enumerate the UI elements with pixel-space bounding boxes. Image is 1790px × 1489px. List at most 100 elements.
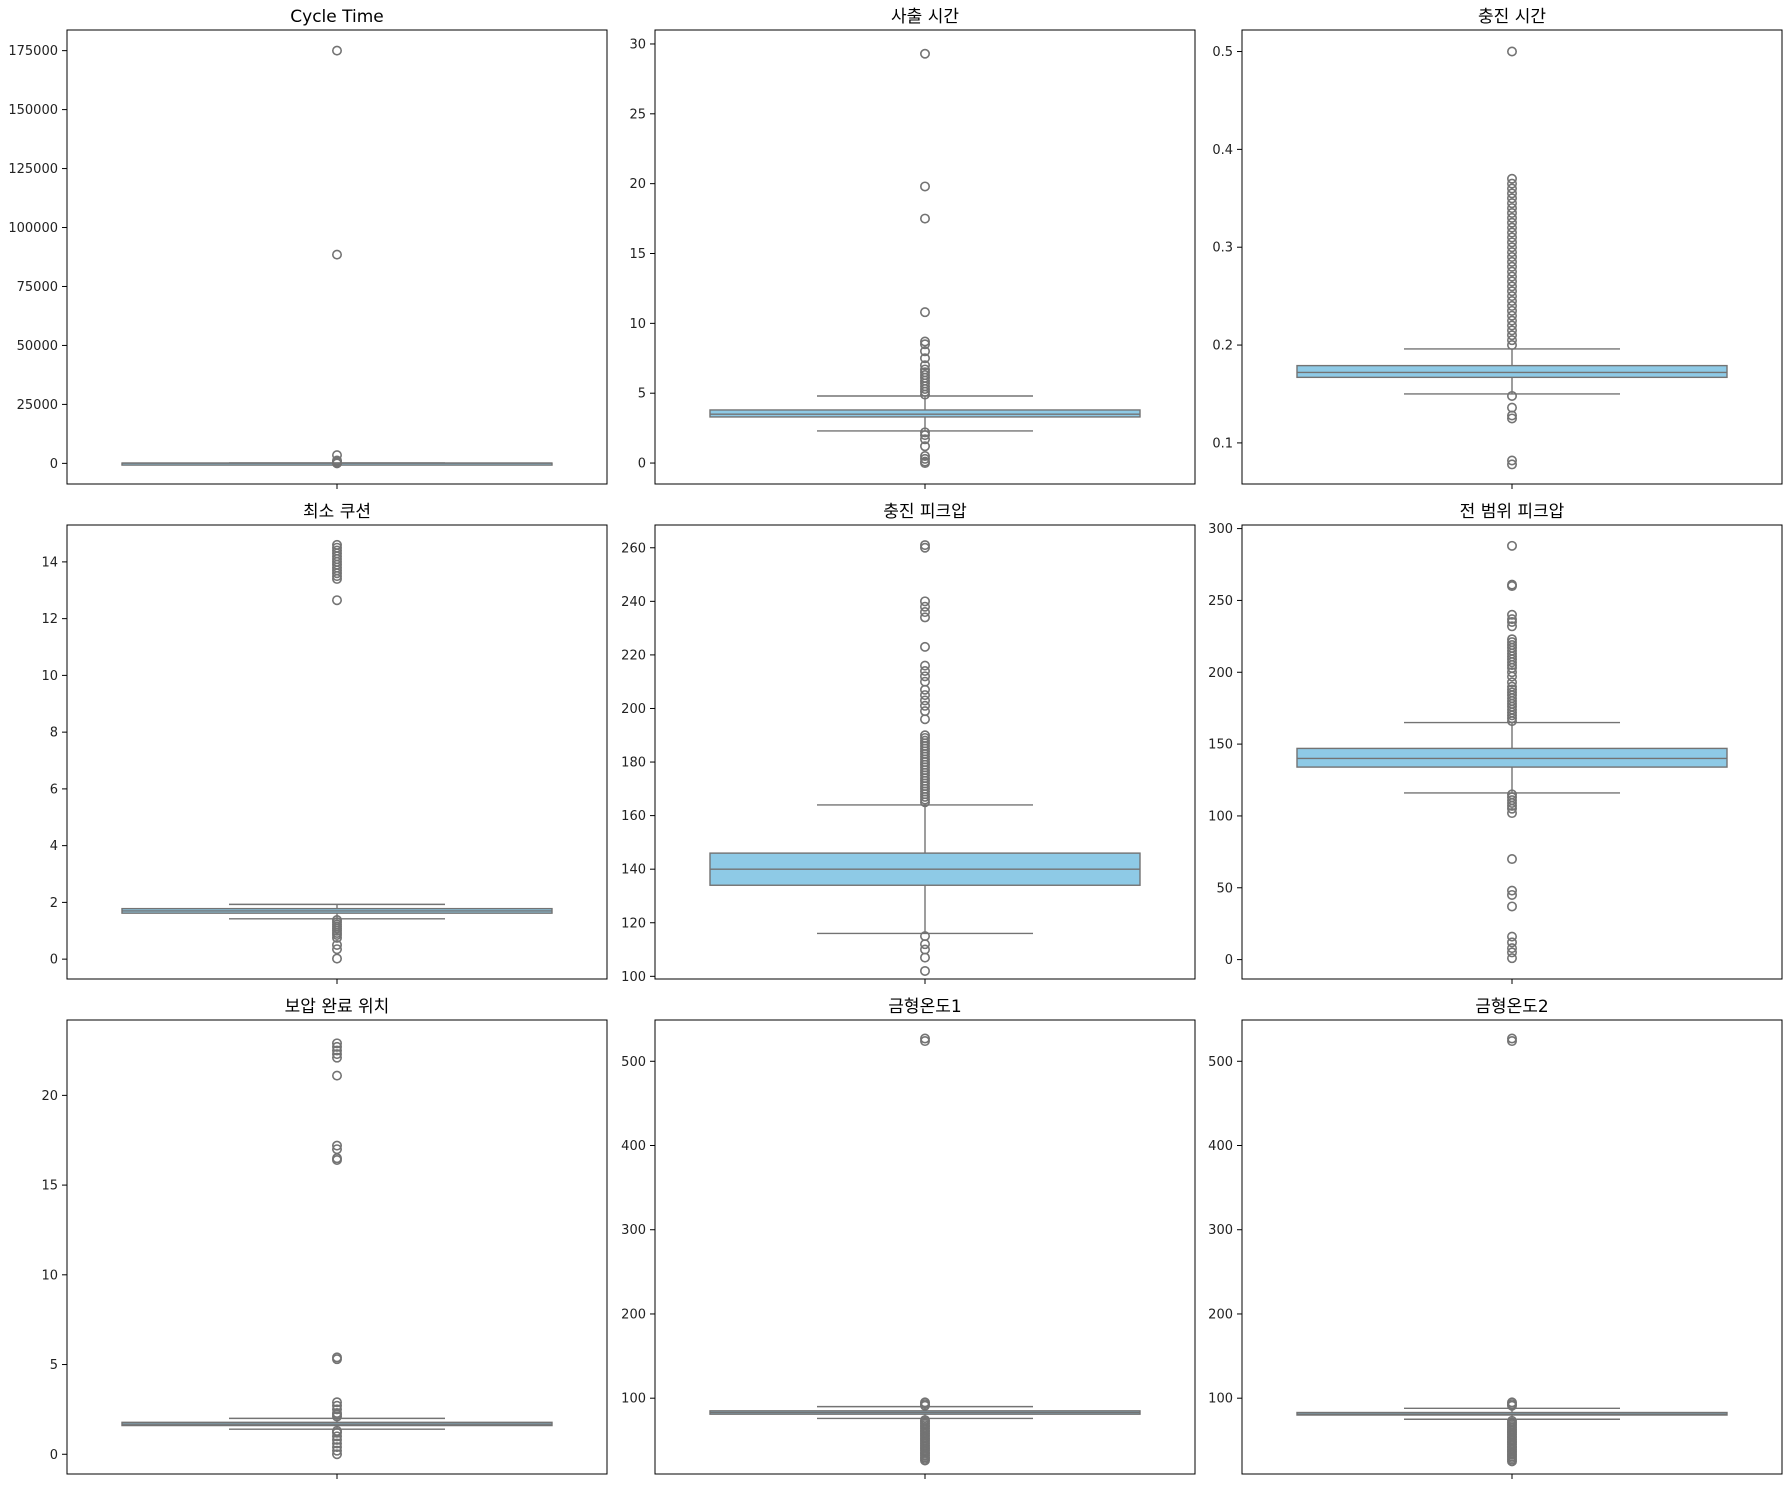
y-tick-label: 220 [621, 648, 646, 663]
outlier-point [919, 1400, 930, 1411]
y-tick-label: 150 [1208, 738, 1233, 753]
outlier-point [331, 1038, 342, 1049]
outlier-point [1507, 193, 1518, 204]
outlier-point [1507, 320, 1518, 331]
outlier-point [1507, 203, 1518, 214]
outlier-point [331, 573, 342, 584]
y-tick-label: 300 [1208, 522, 1233, 537]
outlier-point [919, 939, 930, 950]
outlier-point [331, 1052, 342, 1063]
panel-title: 금형온도2 [1475, 997, 1548, 1017]
outlier-point [331, 1442, 342, 1453]
y-tick-label: 4 [50, 839, 58, 854]
y-tick-label: 75000 [17, 280, 58, 295]
outlier-point [919, 336, 930, 347]
outlier-point [331, 1354, 342, 1365]
outlier-point [1507, 252, 1518, 263]
outlier-point [1507, 1456, 1518, 1467]
outlier-point [1507, 885, 1518, 896]
outlier-point [1507, 242, 1518, 253]
outlier-point [1507, 281, 1518, 292]
outlier-point [1507, 581, 1518, 592]
outlier-point [331, 1438, 342, 1449]
panel-title: 전 범위 피크압 [1460, 502, 1565, 522]
y-tick-label: 250 [1208, 594, 1233, 609]
y-tick-label: 0 [50, 457, 58, 472]
y-tick-label: 100 [1208, 1392, 1233, 1407]
y-tick-label: 0.1 [1212, 436, 1233, 451]
y-tick-label: 20 [41, 1089, 58, 1104]
panel-title: 금형온도1 [888, 997, 961, 1017]
outlier-point [919, 797, 930, 808]
y-tick-label: 500 [1208, 1055, 1233, 1070]
outlier-point [1507, 609, 1518, 620]
outlier-point [1507, 330, 1518, 341]
outlier-point [1507, 410, 1518, 421]
y-tick-label: 25 [629, 107, 646, 122]
outlier-point [331, 458, 342, 469]
outlier-point [1507, 413, 1518, 424]
outlier-point [919, 353, 930, 364]
y-tick-label: 120 [621, 916, 646, 931]
y-tick-label: 0.4 [1212, 143, 1233, 158]
outlier-point [1507, 315, 1518, 326]
outlier-point [919, 434, 930, 445]
outlier-point [919, 714, 930, 725]
panel-title: 최소 쿠션 [303, 502, 371, 522]
outlier-point [1507, 325, 1518, 336]
outlier-point [919, 384, 930, 395]
outlier-point [919, 952, 930, 963]
outlier-point [331, 1140, 342, 1151]
outlier-point [919, 690, 930, 701]
y-tick-label: 5 [638, 387, 646, 402]
outlier-point [919, 965, 930, 976]
outlier-point [1507, 455, 1518, 466]
outlier-point [1507, 710, 1518, 721]
outlier-point [1507, 46, 1518, 57]
outlier-point [919, 451, 930, 462]
outlier-point [1507, 459, 1518, 470]
outlier-point [1507, 540, 1518, 551]
panel-title: 충진 시간 [1478, 7, 1546, 27]
y-tick-label: 15 [629, 247, 646, 262]
y-tick-label: 200 [1208, 1307, 1233, 1322]
boxplot-panel: 보압 완료 위치 0 5 10 15 20 [41, 997, 608, 1479]
outlier-point [1507, 247, 1518, 258]
panel-title: 사출 시간 [891, 7, 959, 27]
outlier-point [1507, 217, 1518, 228]
panel-title: Cycle Time [290, 7, 383, 27]
outlier-point [919, 671, 930, 682]
outlier-point [919, 596, 930, 607]
outlier-point [331, 595, 342, 606]
y-tick-label: 15 [41, 1179, 58, 1194]
outlier-point [1507, 296, 1518, 307]
y-tick-label: 240 [621, 595, 646, 610]
y-tick-label: 260 [621, 541, 646, 556]
outlier-point [919, 430, 930, 441]
y-tick-label: 50000 [17, 339, 58, 354]
outlier-point [919, 181, 930, 192]
y-tick-label: 12 [41, 612, 58, 627]
y-tick-label: 0 [50, 953, 58, 968]
y-tick-label: 10 [41, 669, 58, 684]
outlier-point [1507, 660, 1518, 671]
outlier-point [1507, 616, 1518, 627]
outlier-point [331, 1449, 342, 1460]
outlier-point [1507, 798, 1518, 809]
outlier-point [919, 607, 930, 618]
outlier-point [331, 1434, 342, 1445]
y-tick-label: 200 [621, 1307, 646, 1322]
outlier-point [919, 346, 930, 357]
boxplot-panel: 사출 시간 0 5 10 15 20 25 30 [629, 7, 1196, 489]
outlier-point [919, 676, 930, 687]
outlier-point [331, 932, 342, 943]
outlier-point [1507, 677, 1518, 688]
outlier-point [1507, 901, 1518, 912]
y-tick-label: 300 [621, 1223, 646, 1238]
outlier-point [1507, 222, 1518, 233]
outlier-point [1507, 207, 1518, 218]
y-tick-label: 0.3 [1212, 241, 1233, 256]
y-tick-label: 2 [50, 896, 58, 911]
y-tick-label: 0 [50, 1448, 58, 1463]
outlier-point [919, 706, 930, 717]
